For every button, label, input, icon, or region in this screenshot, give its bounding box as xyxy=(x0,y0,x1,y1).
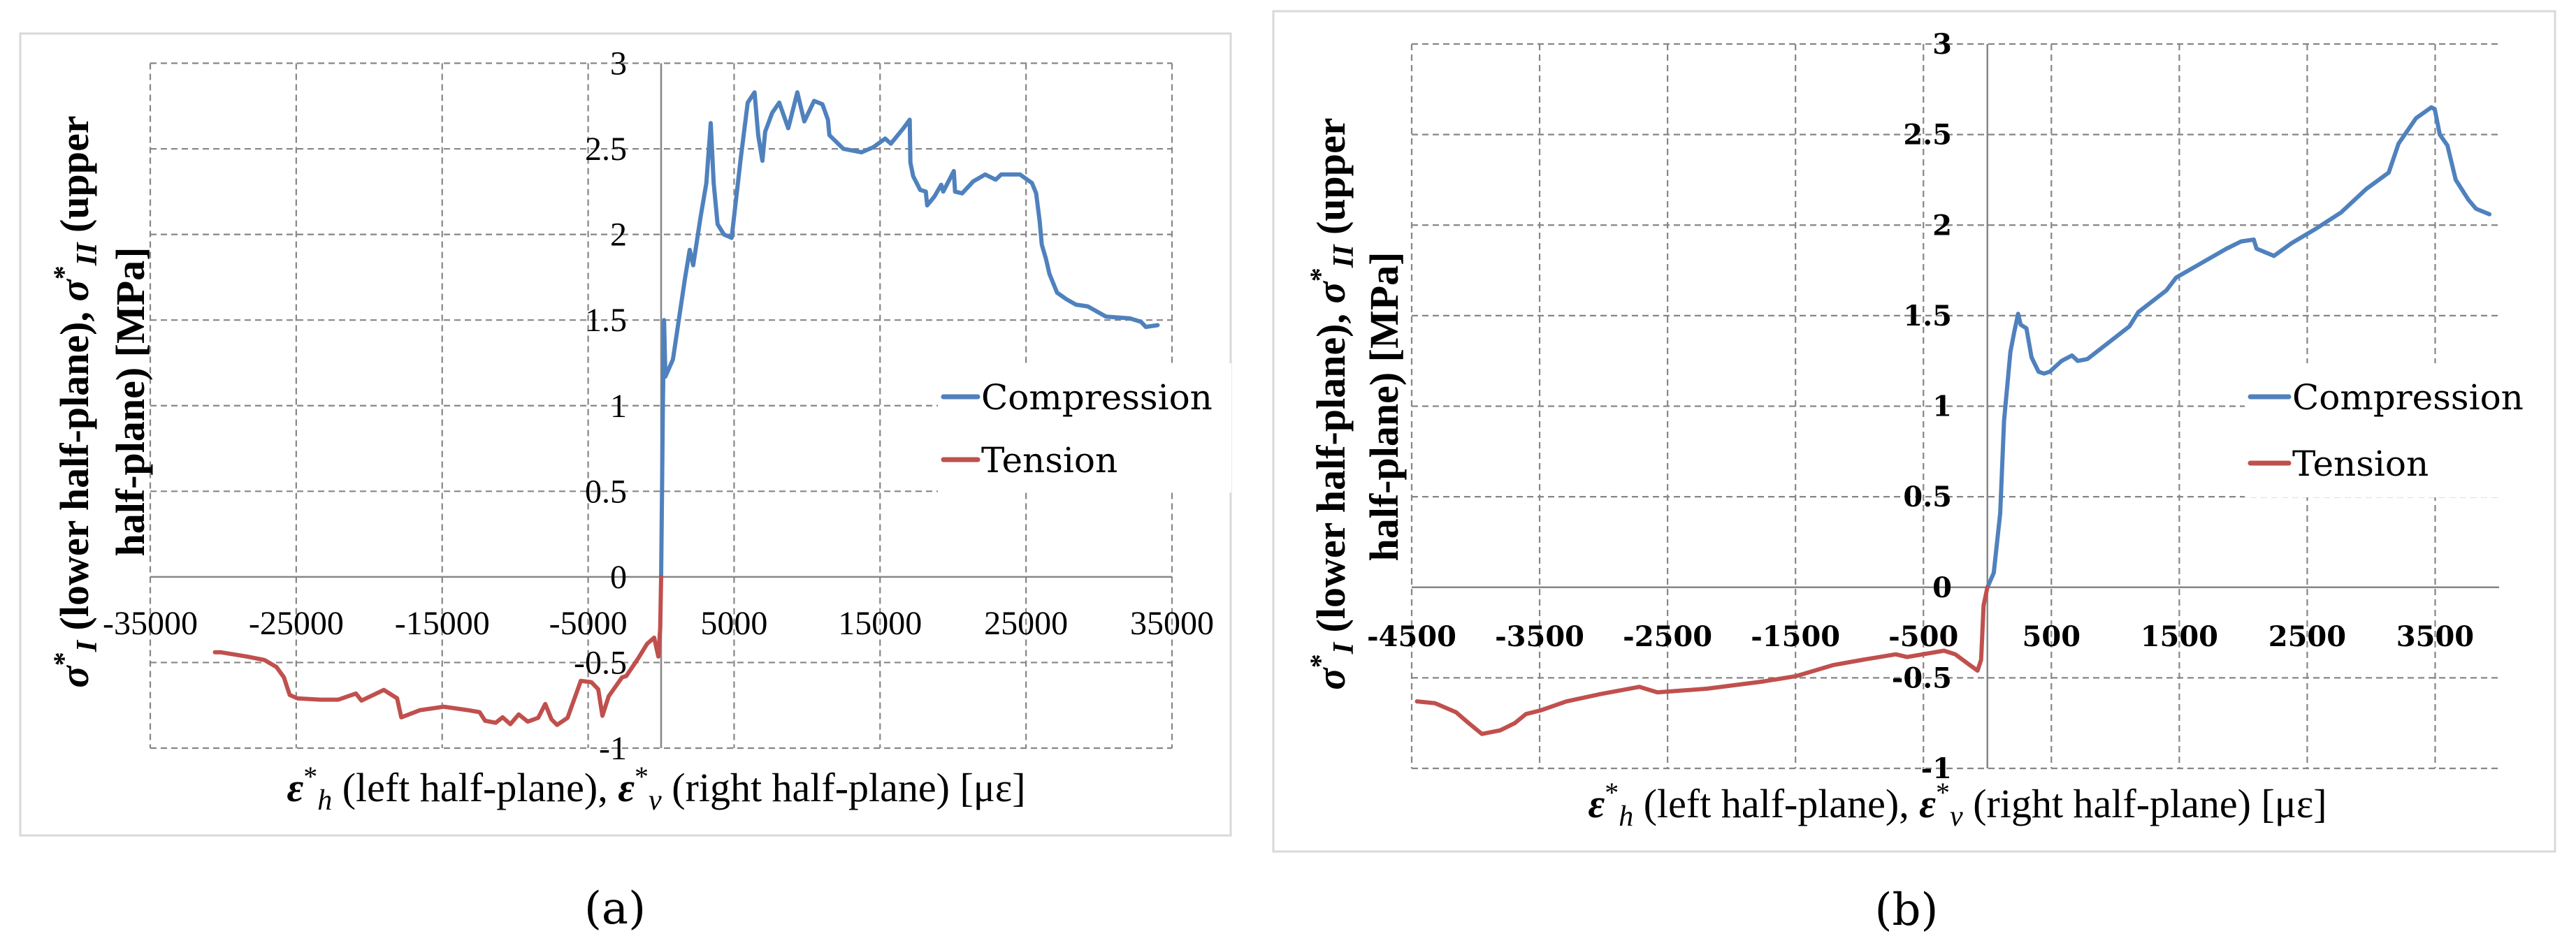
y-tick-label: 1 xyxy=(610,388,627,425)
gridlines-a xyxy=(149,62,1173,750)
y-tick-label: 0 xyxy=(610,559,627,596)
legend-label-tension: Tension xyxy=(981,440,1117,481)
y-axis-title-line2-b: half-plane) [MPa] xyxy=(1361,252,1407,562)
panel-caption-b: (b) xyxy=(1875,884,1939,936)
x-tick-label: 25000 xyxy=(984,605,1068,642)
y-tick-label: 1.5 xyxy=(1903,300,1952,332)
x-tick-label: 15000 xyxy=(838,605,922,642)
x-tick-label: -35000 xyxy=(103,605,198,642)
y-tick-label: 0.5 xyxy=(1903,481,1952,513)
x-tick-label: -15000 xyxy=(395,605,490,642)
x-tick-label: 1500 xyxy=(2141,620,2218,653)
x-tick-label: -4500 xyxy=(1367,620,1456,653)
y-axis-title-line2-a: half-plane) [MPa] xyxy=(108,247,153,557)
legend-label-tension: Tension xyxy=(2292,444,2429,484)
x-tick-label: -25000 xyxy=(249,605,344,642)
x-tick-label: 3500 xyxy=(2396,620,2474,653)
x-tick-label: -5000 xyxy=(549,605,628,642)
axes-b xyxy=(1412,44,2499,768)
series-b xyxy=(1414,105,2492,736)
x-axis-title-b: ε*h (left half-plane), ε*v (right half-p… xyxy=(1588,777,2327,833)
x-axis-title-a: ε*h (left half-plane), ε*v (right half-p… xyxy=(287,761,1025,817)
y-tick-label: 3 xyxy=(610,45,627,82)
tick-labels-b: -4500 -3500 -2500 -1500 -500 500 1500 2500 3500 -… xyxy=(1367,28,2474,785)
chart-panel-a: -35000 -25000 -15000 -5000 5000 15000 25000 350… xyxy=(19,32,1232,935)
legend-label-compression: Compression xyxy=(2292,377,2524,418)
y-tick-label: 0.5 xyxy=(585,473,627,510)
series-compression xyxy=(1985,105,2492,590)
panel-caption-a: (a) xyxy=(584,883,646,935)
y-tick-label: 2 xyxy=(1932,209,1952,242)
x-tick-label: -3500 xyxy=(1495,620,1584,653)
y-tick-label: 2 xyxy=(610,217,627,254)
y-tick-label: 3 xyxy=(1932,28,1952,61)
legend-background xyxy=(2245,363,2552,497)
legend-a: Compression Tension xyxy=(938,363,1231,492)
y-tick-label: 2.5 xyxy=(1903,119,1952,152)
x-tick-label: 35000 xyxy=(1130,605,1214,642)
y-tick-label: -0.5 xyxy=(1892,662,1952,694)
series-compression xyxy=(659,90,1160,579)
y-tick-label: -0.5 xyxy=(574,644,627,681)
legend-label-compression: Compression xyxy=(981,377,1213,418)
y-tick-label: 0 xyxy=(1932,571,1952,604)
y-tick-label: -1 xyxy=(1921,752,1952,785)
chart-panel-b: -4500 -3500 -2500 -1500 -500 500 1500 2500 3500 -… xyxy=(1272,10,2556,936)
x-tick-label: 5000 xyxy=(700,605,767,642)
legend-b: Compression Tension xyxy=(2245,363,2552,497)
series-tension xyxy=(212,574,663,727)
y-tick-label: 1 xyxy=(1932,390,1952,423)
x-tick-label: -1500 xyxy=(1751,620,1840,653)
x-tick-label: -500 xyxy=(1888,620,1958,653)
legend-background xyxy=(938,363,1231,492)
x-tick-label: 2500 xyxy=(2269,620,2346,653)
series-tension xyxy=(1414,585,1990,736)
y-tick-label: 1.5 xyxy=(585,302,627,339)
tick-labels-a: -35000 -25000 -15000 -5000 5000 15000 25000 350… xyxy=(103,45,1214,768)
series-a xyxy=(212,90,1160,727)
x-tick-label: -2500 xyxy=(1623,620,1712,653)
y-axis-title-line1-a: σ*I (lower half-plane), σ*II (upper xyxy=(48,115,103,687)
y-tick-label: -1 xyxy=(599,730,627,767)
y-tick-label: 2.5 xyxy=(585,131,627,168)
y-axis-title-line1-b: σ*I (lower half-plane), σ*II (upper xyxy=(1304,117,1360,689)
x-tick-label: 500 xyxy=(2023,620,2081,653)
